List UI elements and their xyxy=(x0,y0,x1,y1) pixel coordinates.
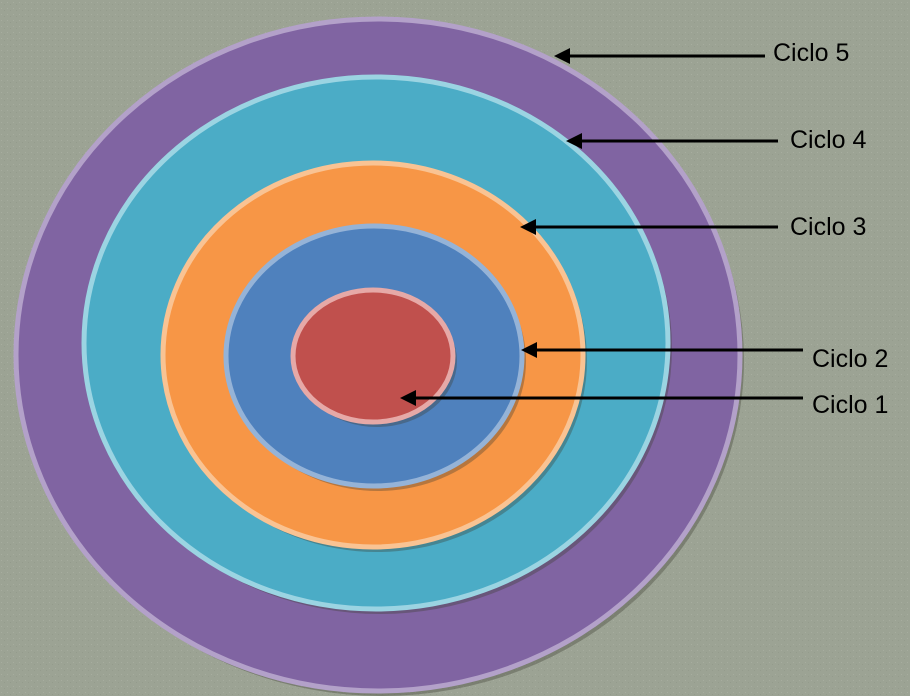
ciclo-4-label: Ciclo 4 xyxy=(790,126,867,154)
arrows-group xyxy=(400,48,803,406)
ciclo-2-arrowhead-icon xyxy=(521,342,537,358)
ciclo-2-label: Ciclo 2 xyxy=(812,345,888,373)
ciclo-3-label: Ciclo 3 xyxy=(790,213,866,241)
ciclo-5-label: Ciclo 5 xyxy=(773,39,849,67)
labels-group: Ciclo 5 Ciclo 4 Ciclo 3 Ciclo 2 Ciclo 1 xyxy=(773,39,888,419)
rings-group xyxy=(13,16,744,696)
ciclo-4-arrowhead-icon xyxy=(566,133,582,149)
ciclo-1-label: Ciclo 1 xyxy=(812,391,888,419)
ciclo-1-arrowhead-icon xyxy=(400,390,416,406)
ciclo-3-arrowhead-icon xyxy=(520,219,536,235)
ciclo-5-arrowhead-icon xyxy=(554,48,570,64)
ciclo-1-ring xyxy=(290,287,456,425)
